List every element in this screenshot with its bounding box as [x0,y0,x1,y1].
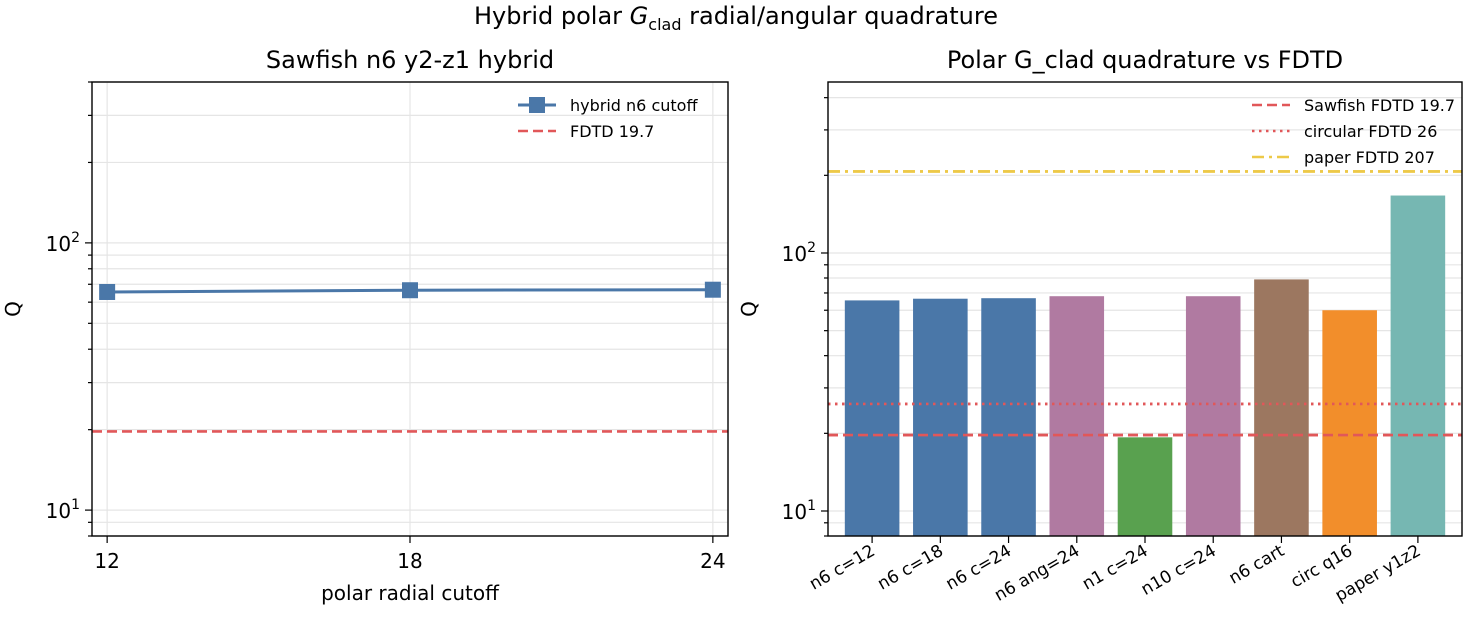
panel-1: 101 102 12 18 24 Sawfish n6 y2-z1 hybrid Qpola… [1,46,729,605]
bar [1117,437,1173,536]
bar [1049,296,1105,536]
x-tick-label: n6 c=12 [806,541,879,594]
x-tick-label: 18 [397,549,422,573]
data-point [402,282,418,299]
x-tick-label: n10 c=24 [1138,541,1220,600]
figure-suptitle: Hybrid polar Gclad radial/angular quadra… [474,2,998,34]
bar [913,298,968,536]
bar [981,298,1036,536]
legend-label: paper FDTD 207 [1304,148,1435,167]
legend-label: circular FDTD 26 [1304,122,1437,141]
y-axis-label: Q [1,301,25,317]
x-axis-label: polar radial cutoff [321,581,500,605]
legend-label: hybrid n6 cutoff [570,96,698,115]
legend: Sawfish FDTD 19.7 circular FDTD 26 paper F… [1252,96,1455,167]
legend-marker [529,97,545,113]
y-axis-label: Q [737,301,761,317]
x-tick-label: n6 cart [1226,541,1289,589]
bar [1322,310,1377,536]
y-tick-label: 101 [782,498,816,524]
panel-title: Polar G_clad quadrature vs FDTD [947,46,1343,74]
legend-label: Sawfish FDTD 19.7 [1304,96,1455,115]
bar [1390,195,1446,536]
y-tick-label: 102 [46,230,80,256]
legend-label: FDTD 19.7 [570,122,654,141]
legend: hybrid n6 cutoff FDTD 19.7 [518,96,698,141]
panel-title: Sawfish n6 y2-z1 hybrid [266,46,554,74]
x-tick-label: 24 [700,549,725,573]
bar [844,300,900,536]
x-tick-label: n6 c=18 [874,541,947,594]
bar [1185,296,1241,536]
y-tick-label: 102 [782,240,816,266]
data-point [704,281,721,298]
y-tick-label: 101 [46,497,80,523]
bar [1254,279,1309,536]
data-point [99,283,116,300]
x-tick-label: 12 [94,549,119,573]
